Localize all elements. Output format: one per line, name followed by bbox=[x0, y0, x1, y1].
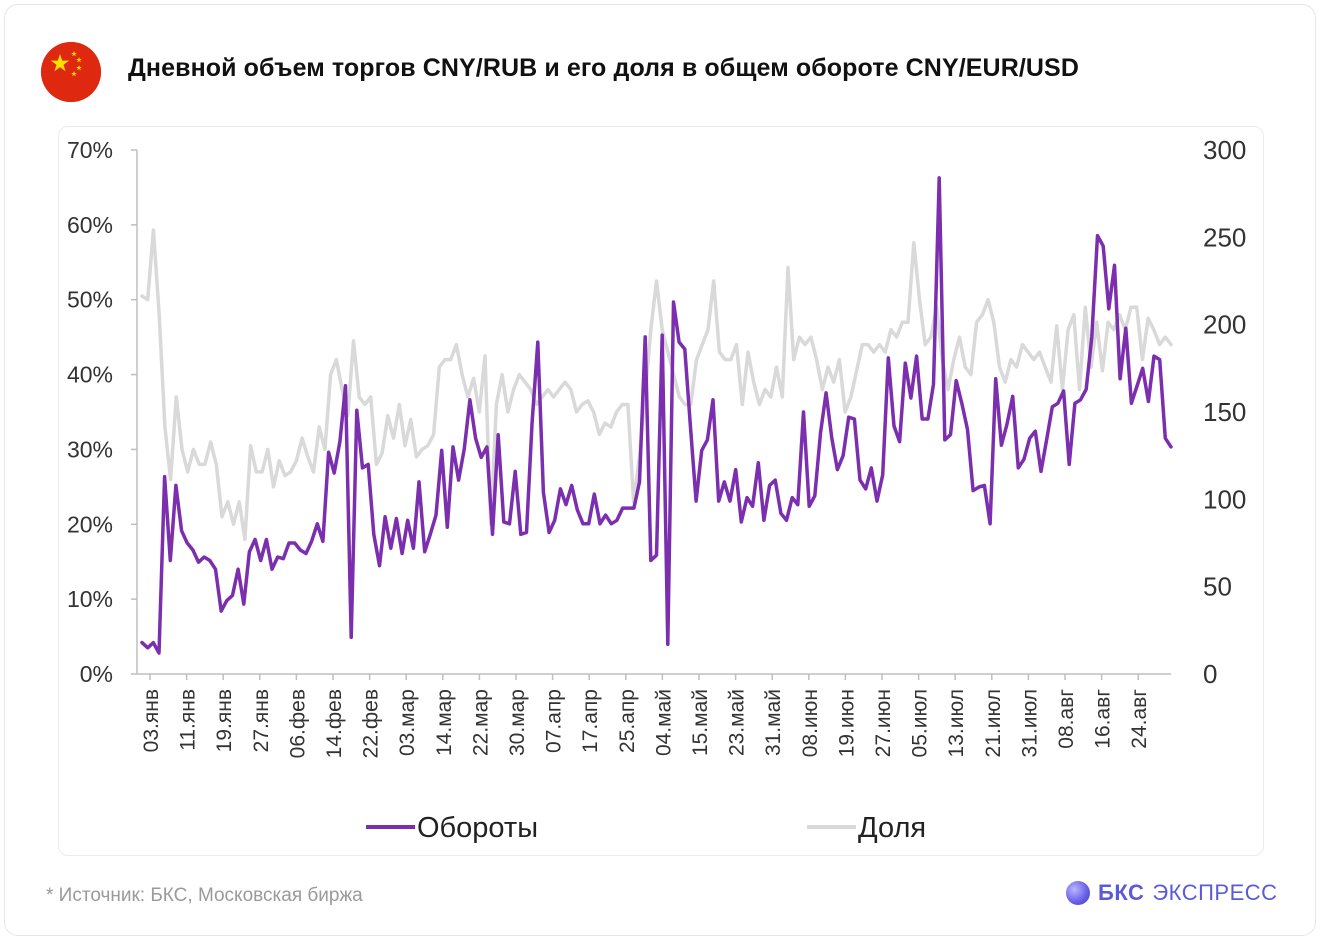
x-tick-label: 25.апр bbox=[616, 689, 639, 753]
x-tick-label: 06.фев bbox=[286, 689, 309, 758]
x-tick-label: 22.мар bbox=[469, 689, 492, 756]
china-flag-icon bbox=[41, 42, 101, 102]
y-left-tick-label: 0% bbox=[80, 661, 113, 687]
legend-oboroty-label: Обороты bbox=[417, 812, 538, 844]
x-tick-label: 19.янв bbox=[213, 689, 236, 752]
y-right-tick-label: 300 bbox=[1203, 135, 1246, 165]
y-left-tick-label: 60% bbox=[67, 212, 113, 238]
x-tick-label: 13.июл bbox=[945, 689, 968, 757]
x-tick-label: 15.май bbox=[689, 689, 712, 756]
x-tick-label: 30.мар bbox=[506, 689, 529, 756]
x-tick-label: 14.фев bbox=[323, 689, 346, 758]
brand-logo: БКС ЭКСПРЕСС bbox=[1066, 880, 1278, 906]
y-left-tick-label: 40% bbox=[67, 362, 113, 388]
y-right-tick-label: 250 bbox=[1203, 222, 1246, 252]
y-right-tick-label: 200 bbox=[1203, 310, 1246, 340]
x-tick-label: 27.янв bbox=[250, 689, 273, 752]
x-tick-label: 19.июн bbox=[835, 689, 858, 757]
x-tick-label: 03.янв bbox=[140, 689, 163, 752]
y-left-tick-label: 10% bbox=[67, 586, 113, 612]
chart-title: Дневной объем торгов CNY/RUB и его доля … bbox=[128, 54, 1079, 82]
x-tick-label: 23.май bbox=[726, 689, 749, 756]
x-tick-label: 27.июн bbox=[872, 689, 895, 757]
x-tick-label: 24.авг bbox=[1128, 689, 1151, 749]
y-left-tick-label: 20% bbox=[67, 511, 113, 537]
y-right-tick-label: 0 bbox=[1203, 659, 1217, 689]
x-tick-label: 07.апр bbox=[543, 689, 566, 753]
x-tick-label: 08.июн bbox=[799, 689, 822, 757]
y-left-tick-label: 70% bbox=[67, 137, 113, 163]
y-right-tick-label: 50 bbox=[1203, 572, 1232, 602]
series-line-dolya bbox=[140, 228, 1173, 542]
x-tick-label: 21.июл bbox=[982, 689, 1005, 757]
x-tick-label: 05.июл bbox=[909, 689, 932, 757]
x-tick-label: 17.апр bbox=[579, 689, 602, 753]
x-tick-label: 08.авг bbox=[1055, 689, 1078, 749]
brand-name-bold: БКС bbox=[1098, 880, 1145, 905]
x-tick-label: 16.авг bbox=[1092, 689, 1115, 749]
series-line-oboroty bbox=[140, 176, 1173, 655]
x-tick-label: 31.июл bbox=[1018, 689, 1041, 757]
x-tick-label: 22.фев bbox=[360, 689, 383, 758]
plot-frame bbox=[58, 126, 1264, 856]
y-right-tick-label: 150 bbox=[1203, 397, 1246, 427]
bcs-logo-icon bbox=[1066, 881, 1090, 905]
x-tick-label: 11.янв bbox=[177, 689, 200, 751]
card: Дневной объем торгов CNY/RUB и его доля … bbox=[4, 4, 1316, 936]
x-tick-label: 31.май bbox=[762, 689, 785, 756]
x-tick-label: 03.мар bbox=[396, 689, 419, 756]
source-footnote: * Источник: БКС, Московская биржа bbox=[46, 885, 363, 906]
x-tick-label: 14.мар bbox=[433, 689, 456, 756]
y-left-tick-label: 30% bbox=[67, 436, 113, 462]
x-tick-label: 04.май bbox=[652, 689, 675, 756]
y-left-tick-label: 50% bbox=[67, 287, 113, 313]
brand-name-rest: ЭКСПРЕСС bbox=[1152, 880, 1278, 905]
legend-dolya-label: Доля bbox=[858, 812, 926, 844]
y-right-tick-label: 100 bbox=[1203, 484, 1246, 514]
